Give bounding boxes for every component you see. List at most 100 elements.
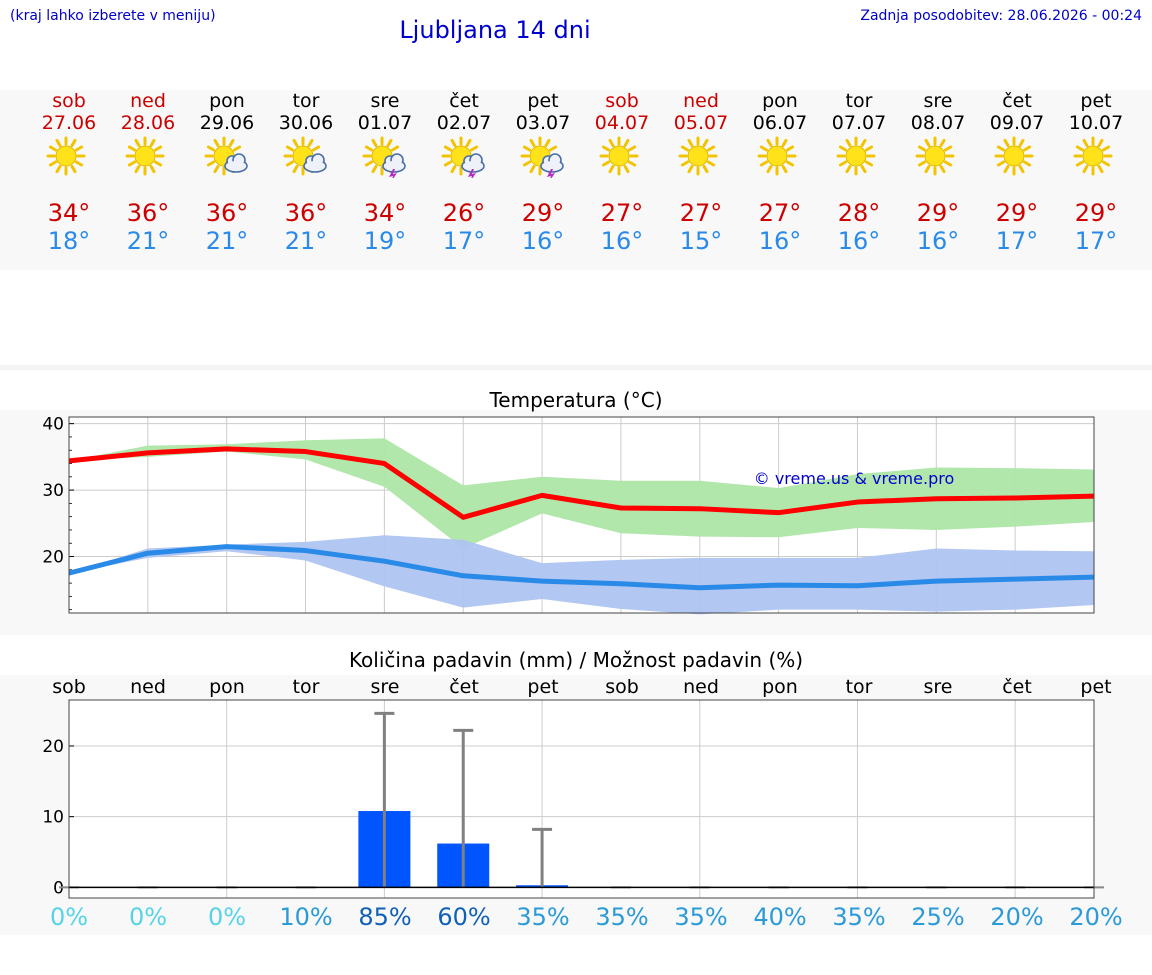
precip-chance: 0% [128, 903, 168, 931]
temp-max: 36° [284, 199, 328, 227]
day-date: 03.07 [515, 112, 571, 134]
precip-day-label: sre [923, 676, 953, 698]
day-name: pet [1080, 90, 1112, 112]
precip-day-label: čet [1002, 676, 1032, 698]
temp-max: 27° [600, 199, 644, 227]
max-temp-range-band [69, 438, 1094, 549]
precip-chance: 35% [832, 903, 886, 931]
temp-min: 21° [205, 227, 249, 255]
forecast-band [0, 90, 1152, 270]
precip-day-label: pet [1080, 676, 1112, 698]
sun-storm-icon [441, 136, 485, 178]
precip-day-label: tor [845, 676, 873, 698]
temp-max: 29° [1074, 199, 1118, 227]
day-name: čet [449, 90, 479, 112]
temp-min: 17° [1074, 227, 1118, 255]
precip-day-label: pon [209, 676, 245, 698]
temp-plot-frame [68, 416, 1095, 614]
sun-icon [599, 136, 639, 176]
day-date: 01.07 [357, 112, 413, 134]
day-name: pon [209, 90, 245, 112]
temp-tick-label: 30 [42, 481, 64, 501]
temp-min: 17° [995, 227, 1039, 255]
day-date: 10.07 [1068, 112, 1124, 134]
precip-chance: 20% [1069, 903, 1123, 931]
sun-icon [994, 136, 1034, 176]
temp-max: 34° [363, 199, 407, 227]
watermark: © vreme.us & vreme.pro [754, 469, 955, 488]
temp-min: 16° [916, 227, 960, 255]
day-name: ned [683, 90, 719, 112]
precip-day-label: sob [605, 676, 639, 698]
day-date: 05.07 [673, 112, 729, 134]
precip-chance: 25% [911, 903, 965, 931]
temp-max: 27° [679, 199, 723, 227]
precip-day-label: pet [527, 676, 559, 698]
spacer-band [0, 365, 1152, 370]
temp-tick-label: 40 [42, 415, 64, 435]
precipitation-chart: 0 10 20 [42, 699, 1104, 899]
temp-max: 28° [837, 199, 881, 227]
temp-max: 34° [47, 199, 91, 227]
sun-icon [836, 136, 876, 176]
precip-chance: 20% [990, 903, 1044, 931]
day-name: sob [605, 90, 639, 112]
day-date: 09.07 [989, 112, 1045, 134]
sun-icon [125, 136, 165, 176]
precip-day-label: pon [762, 676, 798, 698]
precip-plot-frame [68, 699, 1095, 899]
precip-chance: 35% [595, 903, 649, 931]
temp-max: 29° [916, 199, 960, 227]
temp-min: 16° [837, 227, 881, 255]
precip-day-label: ned [130, 676, 166, 698]
max-temp-line [68, 446, 1095, 520]
header-note: (kraj lahko izberete v meniju) [10, 8, 216, 24]
day-name: ned [130, 90, 166, 112]
temp-max: 36° [126, 199, 170, 227]
day-date: 07.07 [831, 112, 887, 134]
last-update: Zadnja posodobitev: 28.06.2026 - 00:24 [860, 8, 1142, 24]
sun-icon [915, 136, 955, 176]
temperature-chart: 20 30 40 © vreme.us & vreme.pro [42, 415, 1095, 615]
temp-max: 29° [995, 199, 1039, 227]
precip-day-label: ned [683, 676, 719, 698]
day-date: 08.07 [910, 112, 966, 134]
sun-icon [757, 136, 797, 176]
day-name: čet [1002, 90, 1032, 112]
precip-day-label: tor [292, 676, 320, 698]
precip-chance: 35% [674, 903, 728, 931]
day-name: pon [762, 90, 798, 112]
day-name: tor [292, 90, 320, 112]
precip-chance: 10% [279, 903, 333, 931]
sun-cloud-icon [283, 136, 327, 176]
precip-plot-area [69, 700, 1094, 898]
day-name: sre [923, 90, 953, 112]
sun-icon [46, 136, 86, 176]
day-date: 28.06 [120, 112, 176, 134]
precip-day-label: čet [449, 676, 479, 698]
temp-min: 21° [284, 227, 328, 255]
sun-icon [1073, 136, 1113, 176]
day-date: 06.07 [752, 112, 808, 134]
day-date: 29.06 [199, 112, 255, 134]
precip-chance: 0% [207, 903, 247, 931]
day-date: 04.07 [594, 112, 650, 134]
temp-chart-title: Temperatura (°C) [489, 388, 663, 412]
sun-icon [678, 136, 718, 176]
precip-chance: 0% [49, 903, 89, 931]
precip-day-label: sre [370, 676, 400, 698]
precip-chance: 35% [516, 903, 570, 931]
temp-min: 17° [442, 227, 486, 255]
sun-storm-icon [520, 136, 564, 178]
sun-storm-icon [362, 136, 406, 178]
temp-min: 15° [679, 227, 723, 255]
temp-min: 16° [758, 227, 802, 255]
temp-min: 19° [363, 227, 407, 255]
precip-chart-title: Količina padavin (mm) / Možnost padavin … [348, 648, 804, 672]
temp-max: 29° [521, 199, 565, 227]
min-temp-line [68, 544, 1095, 591]
precip-tick-label: 20 [42, 737, 64, 757]
day-name: sob [52, 90, 86, 112]
precip-tick-label: 10 [42, 808, 64, 828]
temp-max: 36° [205, 199, 249, 227]
